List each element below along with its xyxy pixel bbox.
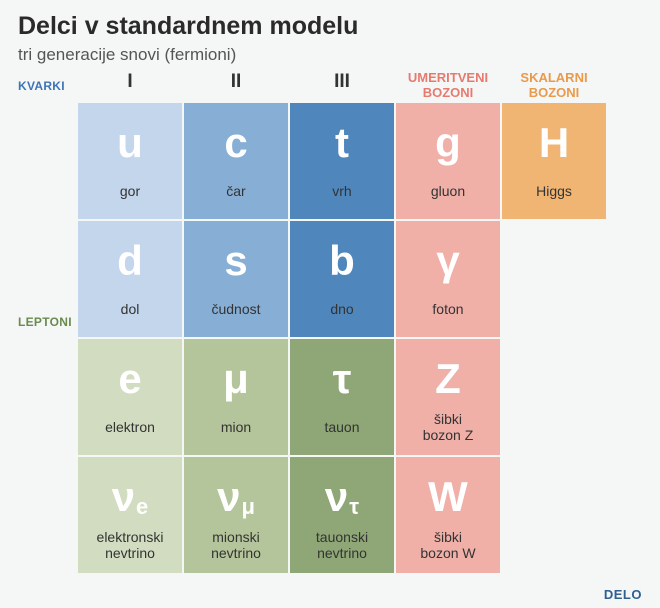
particle-name: čudnost xyxy=(207,291,264,327)
credit: DELO xyxy=(604,587,642,602)
particle-name: tauonskinevtrino xyxy=(312,527,372,563)
particle-name: dol xyxy=(117,291,144,327)
particle-symbol: b xyxy=(329,231,355,291)
particle-cell-e: eelektron xyxy=(78,339,182,455)
particle-cell-t: tvrh xyxy=(290,103,394,219)
gen-label-3: III xyxy=(290,71,394,101)
particle-name: gor xyxy=(116,173,144,209)
particle-symbol: d xyxy=(117,231,143,291)
empty-cell xyxy=(502,457,606,573)
particle-cell-W: Wšibkibozon W xyxy=(396,457,500,573)
scalar-header: SKALARNI BOZONI xyxy=(502,71,606,101)
particle-symbol: ντ xyxy=(325,467,359,527)
particle-name: čar xyxy=(222,173,249,209)
particle-name: tauon xyxy=(320,409,363,445)
grid-row: ugorcčartvrhggluonHHiggs xyxy=(78,103,642,219)
page-title: Delci v standardnem modelu xyxy=(18,12,642,41)
particle-cell-ph: γfoton xyxy=(396,221,500,337)
empty-cell xyxy=(502,339,606,455)
grid-row: ddolsčudnostbdnoγfoton xyxy=(78,221,642,337)
particle-symbol: W xyxy=(428,467,468,527)
particle-symbol: c xyxy=(224,113,247,173)
leptoni-label: LEPTONI xyxy=(18,315,72,329)
particle-symbol: μ xyxy=(223,349,249,409)
particle-cell-ta: τtauon xyxy=(290,339,394,455)
particle-symbol: νμ xyxy=(217,467,255,527)
particle-name: dno xyxy=(326,291,357,327)
particle-cell-vt: ντtauonskinevtrino xyxy=(290,457,394,573)
particle-cell-g: ggluon xyxy=(396,103,500,219)
empty-cell xyxy=(502,221,606,337)
particle-name: šibkibozon W xyxy=(416,527,479,563)
particle-cell-d: ddol xyxy=(78,221,182,337)
grid-row: eelektronμmionτtauonZšibkibozon Z xyxy=(78,339,642,455)
particle-cell-H: HHiggs xyxy=(502,103,606,219)
particle-cell-Z: Zšibkibozon Z xyxy=(396,339,500,455)
particle-name: mionskinevtrino xyxy=(207,527,265,563)
particle-cell-vm: νμmionskinevtrino xyxy=(184,457,288,573)
particle-name: foton xyxy=(428,291,467,327)
particle-cell-u: ugor xyxy=(78,103,182,219)
particle-symbol: τ xyxy=(333,349,352,409)
grid-row: νeelektronskinevtrinoνμmionskinevtrinoντ… xyxy=(78,457,642,573)
particle-cell-ve: νeelektronskinevtrino xyxy=(78,457,182,573)
particle-cell-b: bdno xyxy=(290,221,394,337)
particle-symbol: γ xyxy=(436,231,459,291)
particle-symbol: s xyxy=(224,231,247,291)
particle-symbol: g xyxy=(435,113,461,173)
chart-wrap: I II III UMERITVENI BOZONI SKALARNI BOZO… xyxy=(78,71,642,573)
particle-name: vrh xyxy=(328,173,355,209)
header-row: I II III UMERITVENI BOZONI SKALARNI BOZO… xyxy=(78,71,642,101)
particle-grid: ugorcčartvrhggluonHHiggsddolsčudnostbdno… xyxy=(78,103,642,573)
particle-symbol: H xyxy=(539,113,569,173)
particle-name: Higgs xyxy=(532,173,576,209)
particle-cell-c: cčar xyxy=(184,103,288,219)
particle-symbol: Z xyxy=(435,349,461,409)
kvarki-label: KVARKI xyxy=(18,79,65,93)
particle-name: elektron xyxy=(101,409,159,445)
particle-symbol: νe xyxy=(112,467,149,527)
gauge-header: UMERITVENI BOZONI xyxy=(396,71,500,101)
particle-cell-s: sčudnost xyxy=(184,221,288,337)
page-subtitle: tri generacije snovi (fermioni) xyxy=(18,45,642,65)
particle-name: gluon xyxy=(427,173,469,209)
particle-name: elektronskinevtrino xyxy=(93,527,168,563)
particle-symbol: e xyxy=(118,349,141,409)
particle-symbol: t xyxy=(335,113,349,173)
gen-label-2: II xyxy=(184,71,288,101)
particle-name: mion xyxy=(217,409,255,445)
particle-name: šibkibozon Z xyxy=(419,409,478,445)
particle-symbol: u xyxy=(117,113,143,173)
gen-label-1: I xyxy=(78,71,182,101)
particle-cell-mu: μmion xyxy=(184,339,288,455)
